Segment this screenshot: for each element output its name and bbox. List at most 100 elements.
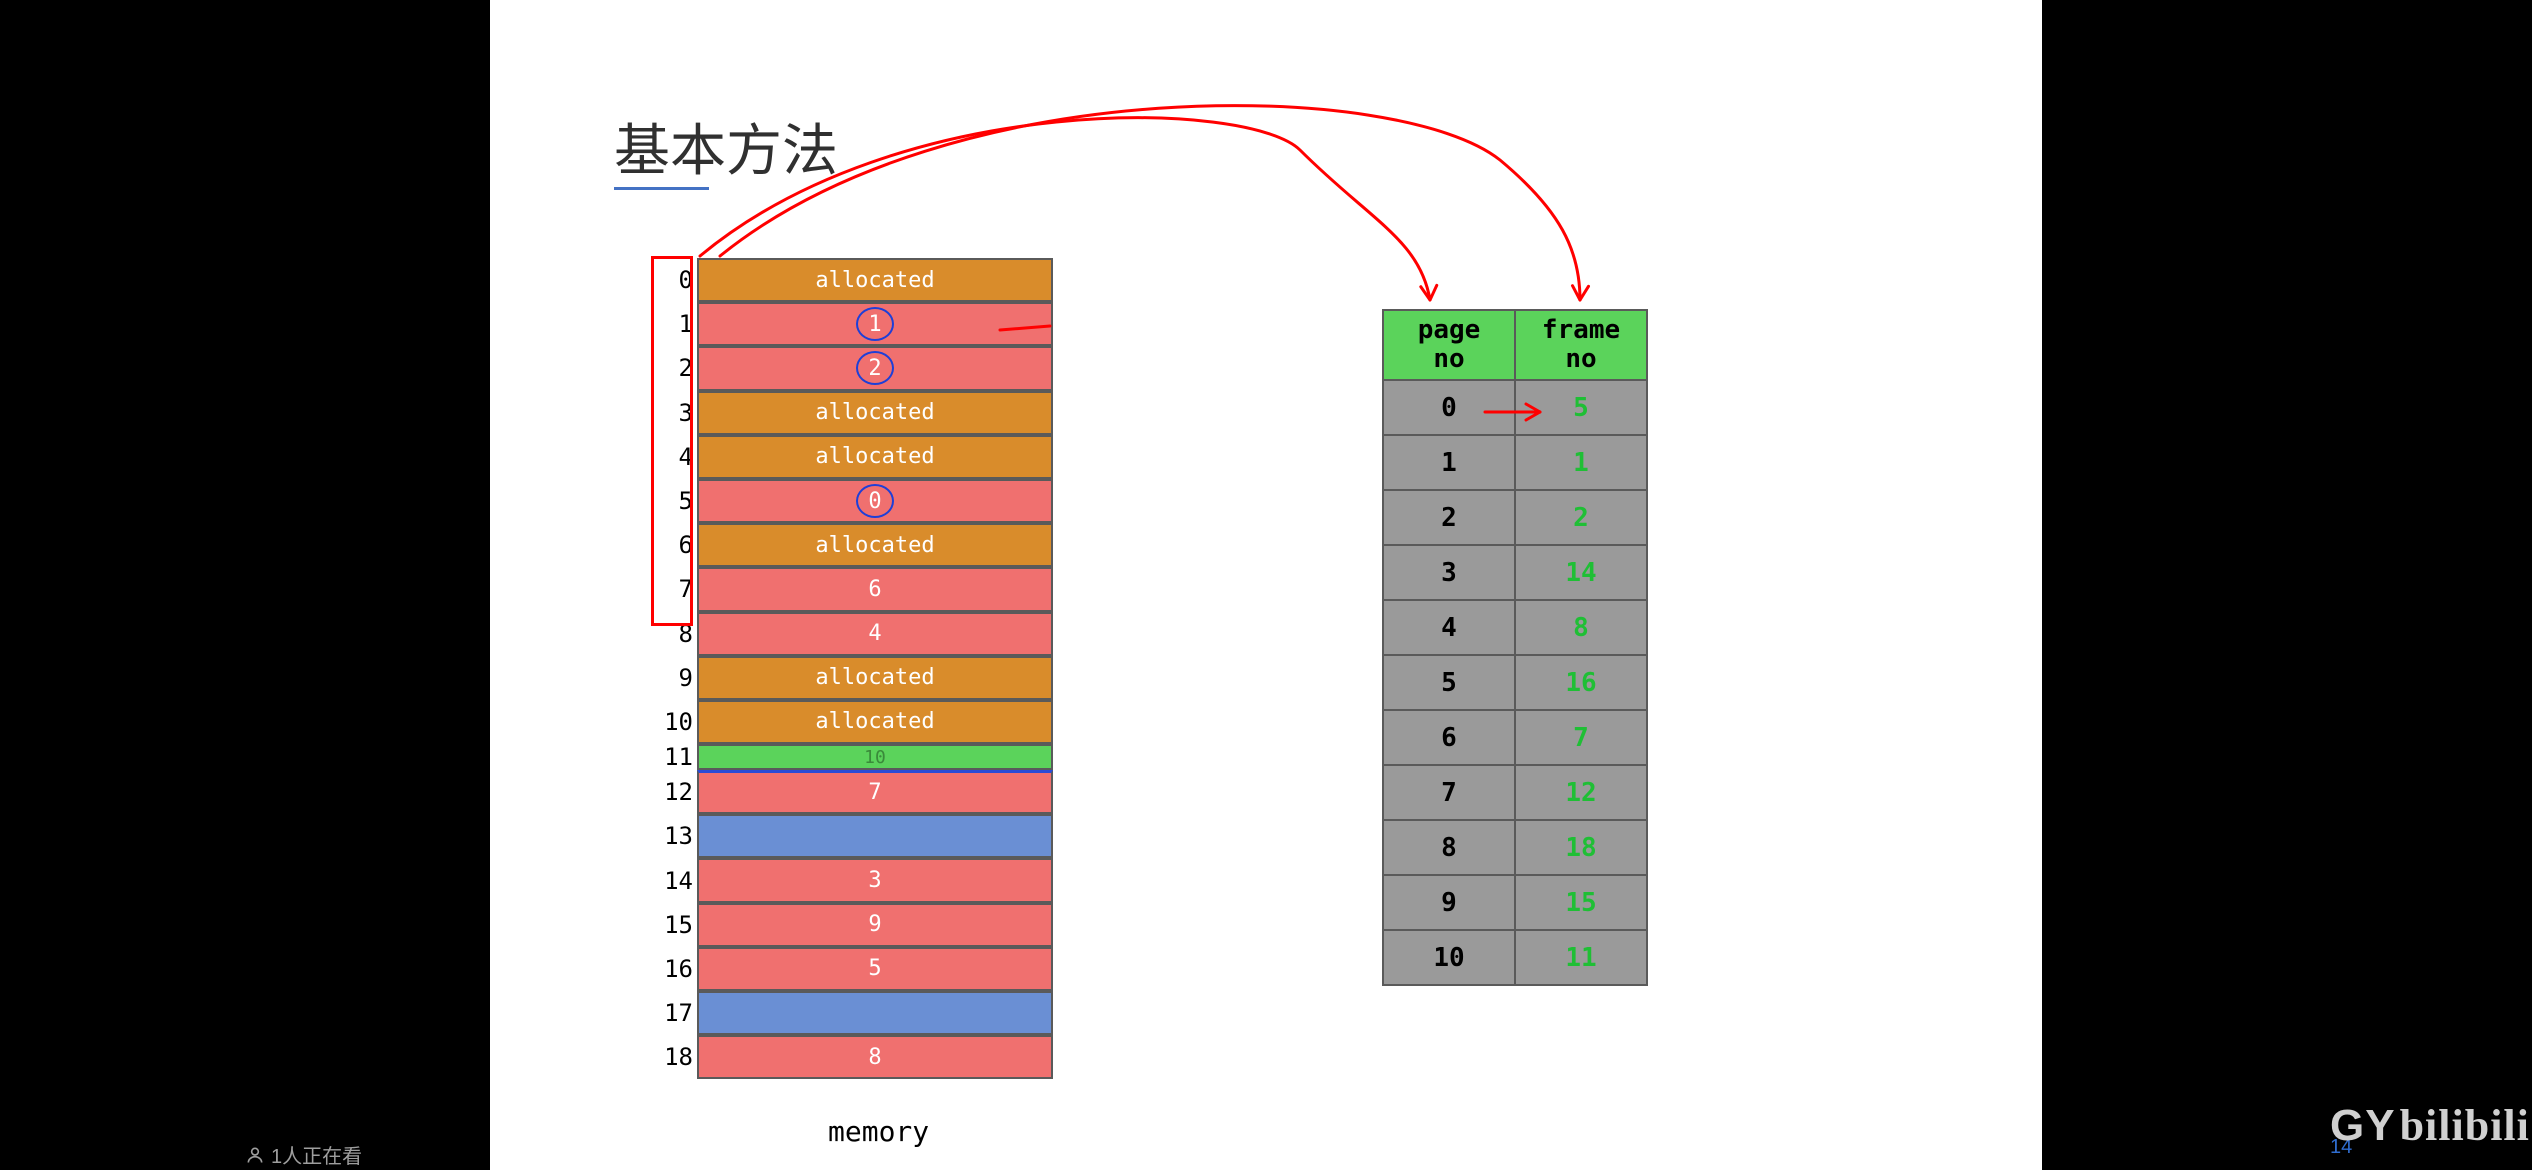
memory-cell: allocated <box>697 435 1053 479</box>
memory-row: 1110 <box>649 744 1053 770</box>
frame-cell: 2 <box>1515 490 1647 545</box>
memory-index: 5 <box>649 479 697 523</box>
frame-cell: 18 <box>1515 820 1647 875</box>
page-table-row: 67 <box>1383 710 1647 765</box>
memory-row: 127 <box>649 770 1053 814</box>
memory-index: 2 <box>649 346 697 390</box>
page-table: pagenoframeno051122314485166771281891510… <box>1382 309 1648 986</box>
page-cell: 2 <box>1383 490 1515 545</box>
memory-cell: 6 <box>697 567 1053 611</box>
page-table-row: 712 <box>1383 765 1647 820</box>
page-table-row: 05 <box>1383 380 1647 435</box>
memory-row: 188 <box>649 1035 1053 1079</box>
slide-title: 基本方法 <box>614 106 838 187</box>
memory-row: 13 <box>649 814 1053 858</box>
memory-row: 11 <box>649 302 1053 346</box>
memory-cell: 7 <box>697 770 1053 814</box>
bilibili-watermark: GY bilibili <box>2330 1100 2530 1151</box>
memory-index: 4 <box>649 435 697 479</box>
memory-cell: 2 <box>697 346 1053 390</box>
page-cell: 1 <box>1383 435 1515 490</box>
page-cell: 4 <box>1383 600 1515 655</box>
frame-cell: 15 <box>1515 875 1647 930</box>
watermark-text: bilibili <box>2400 1100 2530 1151</box>
page-table-grid: pagenoframeno051122314485166771281891510… <box>1382 309 1648 986</box>
memory-cell: allocated <box>697 523 1053 567</box>
page-cell: 6 <box>1383 710 1515 765</box>
frame-cell: 14 <box>1515 545 1647 600</box>
memory-row: 0allocated <box>649 258 1053 302</box>
memory-cell: allocated <box>697 258 1053 302</box>
frame-cell: 16 <box>1515 655 1647 710</box>
memory-cell: 8 <box>697 1035 1053 1079</box>
memory-cell: 0 <box>697 479 1053 523</box>
frame-cell: 7 <box>1515 710 1647 765</box>
memory-cell: allocated <box>697 656 1053 700</box>
memory-index: 0 <box>649 258 697 302</box>
memory-row: 4allocated <box>649 435 1053 479</box>
memory-diagram: 0allocated11223allocated4allocated506all… <box>649 258 1053 1079</box>
memory-cell: 5 <box>697 947 1053 991</box>
page-table-row: 915 <box>1383 875 1647 930</box>
title-underline <box>614 187 709 190</box>
memory-row: 165 <box>649 947 1053 991</box>
memory-index: 14 <box>649 858 697 902</box>
memory-index: 6 <box>649 523 697 567</box>
memory-index: 7 <box>649 567 697 611</box>
memory-index: 10 <box>649 700 697 744</box>
memory-row: 17 <box>649 991 1053 1035</box>
page-table-row: 48 <box>1383 600 1647 655</box>
frame-cell: 5 <box>1515 380 1647 435</box>
memory-row: 50 <box>649 479 1053 523</box>
memory-index: 1 <box>649 302 697 346</box>
memory-row: 143 <box>649 858 1053 902</box>
frame-cell: 1 <box>1515 435 1647 490</box>
page-cell: 3 <box>1383 545 1515 600</box>
page-cell: 8 <box>1383 820 1515 875</box>
page-cell: 0 <box>1383 380 1515 435</box>
black-bar-left <box>0 0 490 1170</box>
page-table-row: 818 <box>1383 820 1647 875</box>
memory-cell: 4 <box>697 612 1053 656</box>
memory-row: 10allocated <box>649 700 1053 744</box>
page-cell: 5 <box>1383 655 1515 710</box>
memory-index: 3 <box>649 391 697 435</box>
page-cell: 7 <box>1383 765 1515 820</box>
memory-row: 3allocated <box>649 391 1053 435</box>
person-icon <box>245 1145 265 1165</box>
memory-row: 6allocated <box>649 523 1053 567</box>
frame-no-header: frameno <box>1515 310 1647 380</box>
memory-index: 15 <box>649 903 697 947</box>
memory-cell: allocated <box>697 700 1053 744</box>
memory-index: 12 <box>649 770 697 814</box>
memory-index: 11 <box>649 744 697 770</box>
viewer-count-text: 1人正在看 <box>271 1140 362 1169</box>
page-table-row: 1011 <box>1383 930 1647 985</box>
memory-index: 17 <box>649 991 697 1035</box>
memory-index: 18 <box>649 1035 697 1079</box>
page-no-header: pageno <box>1383 310 1515 380</box>
page-table-row: 11 <box>1383 435 1647 490</box>
page-table-row: 314 <box>1383 545 1647 600</box>
viewer-count: 1人正在看 <box>245 1140 362 1169</box>
memory-row: 76 <box>649 567 1053 611</box>
watermark-prefix: GY <box>2330 1101 2396 1151</box>
memory-index: 9 <box>649 656 697 700</box>
memory-cell: 9 <box>697 903 1053 947</box>
hand-circle <box>856 307 894 341</box>
memory-cell: allocated <box>697 391 1053 435</box>
frame-cell: 11 <box>1515 930 1647 985</box>
memory-cell: 3 <box>697 858 1053 902</box>
memory-index: 8 <box>649 612 697 656</box>
slide-area: 基本方法 0allocated11223allocated4allocated5… <box>490 0 2042 1170</box>
memory-row: 159 <box>649 903 1053 947</box>
hand-circle <box>856 484 894 518</box>
memory-cell: 10 <box>697 744 1053 770</box>
memory-cell <box>697 991 1053 1035</box>
page-table-row: 516 <box>1383 655 1647 710</box>
memory-index: 16 <box>649 947 697 991</box>
memory-cell <box>697 814 1053 858</box>
frame-cell: 8 <box>1515 600 1647 655</box>
memory-row: 9allocated <box>649 656 1053 700</box>
memory-row: 84 <box>649 612 1053 656</box>
